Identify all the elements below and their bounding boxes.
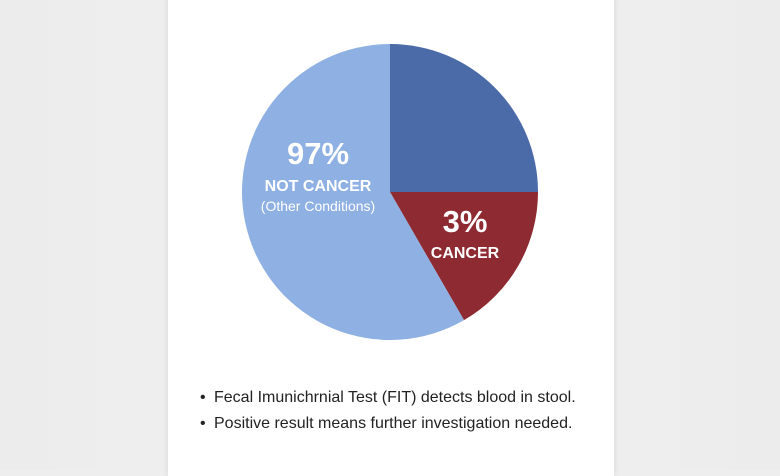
list-item: • Positive result means further investig… [200,414,604,433]
pie-chart: 97% NOT CANCER (Other Conditions) 3% CAN… [242,44,538,340]
fact-list: • Fecal Imunichrnial Test (FIT) detects … [200,388,604,440]
list-item: • Fecal Imunichrnial Test (FIT) detects … [200,388,604,407]
pie-slice-cancer [390,192,538,321]
not-cancer-percent: 97% [287,136,349,171]
cancer-label: CANCER [431,245,500,262]
not-cancer-label: NOT CANCER [265,178,372,195]
bullet-text: Fecal Imunichrnial Test (FIT) detects bl… [214,389,576,406]
pie-slice-highlight [390,44,538,192]
infographic-card: 97% NOT CANCER (Other Conditions) 3% CAN… [168,0,614,476]
bullet-icon: • [200,415,206,432]
bullet-icon: • [200,389,206,406]
not-cancer-sublabel: (Other Conditions) [261,198,375,214]
cancer-percent: 3% [443,204,488,239]
bullet-text: Positive result means further investigat… [214,415,573,432]
pie-slice-not-cancer [242,44,464,340]
pie-slices [242,44,538,340]
